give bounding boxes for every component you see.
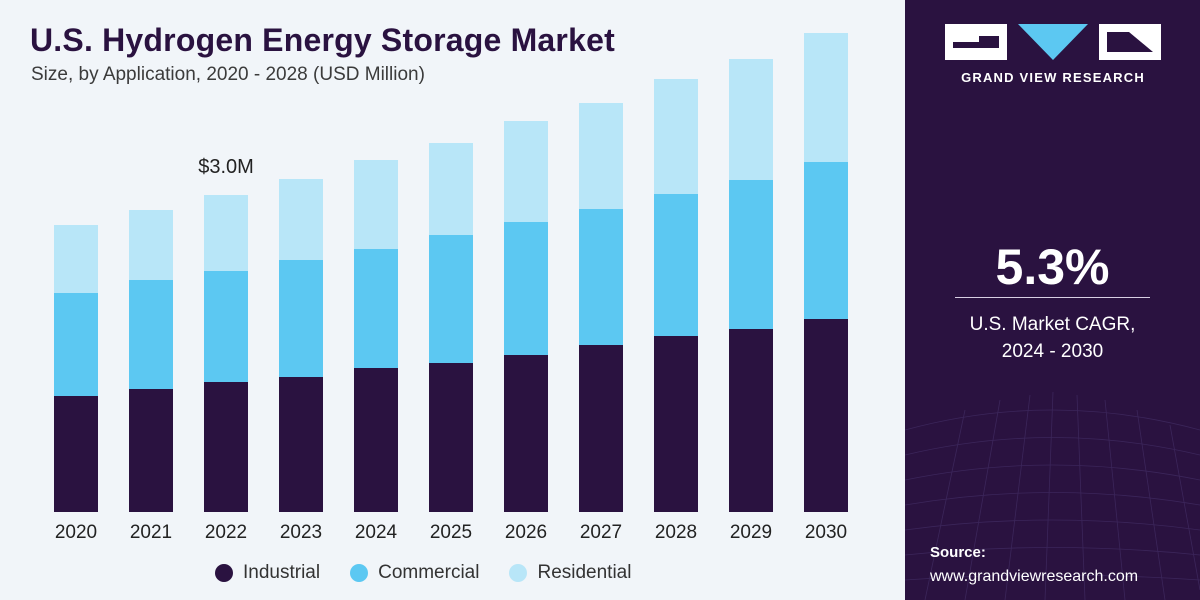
legend-label-residential: Residential [537, 562, 632, 583]
x-tick-label-2028: 2028 [655, 522, 697, 543]
logo-icon [945, 24, 1161, 60]
data-label-2022: $3.0M [198, 156, 254, 178]
bar-segment-industrial-2021 [129, 389, 173, 512]
bar-segment-commercial-2025 [429, 235, 473, 363]
bar-segment-industrial-2020 [54, 396, 98, 512]
bar-segment-residential-2020 [54, 225, 98, 293]
x-tick-label-2029: 2029 [730, 522, 772, 543]
bar-segment-residential-2024 [354, 160, 398, 249]
bar-segment-residential-2029 [729, 59, 773, 180]
bar-segment-commercial-2026 [504, 222, 548, 355]
x-tick-label-2026: 2026 [505, 522, 547, 543]
legend-item-industrial: Industrial [215, 562, 320, 584]
bar-segment-industrial-2022 [204, 382, 248, 512]
source-label: Source: [930, 544, 986, 561]
legend-swatch-commercial [350, 564, 369, 582]
x-tick-label-2024: 2024 [355, 522, 398, 543]
bar-segment-residential-2022 [204, 195, 248, 271]
legend-label-industrial: Industrial [243, 562, 321, 583]
bar-segment-industrial-2028 [654, 336, 698, 512]
legend-swatch-industrial [215, 564, 233, 582]
cagr-label-line2: 2024 - 2030 [1001, 340, 1104, 362]
x-tick-label-2022: 2022 [205, 522, 247, 543]
legend-item-residential: Residential [509, 562, 631, 584]
bar-segment-residential-2021 [129, 210, 173, 280]
bar-segment-commercial-2027 [579, 209, 623, 345]
bar-segment-residential-2030 [804, 33, 848, 162]
x-tick-label-2020: 2020 [55, 522, 97, 543]
x-tick-label-2023: 2023 [280, 522, 322, 543]
bar-segment-commercial-2023 [279, 260, 323, 377]
chart-panel: U.S. Hydrogen Energy Storage Market Size… [30, 22, 848, 584]
cagr-label-line1: U.S. Market CAGR, [969, 314, 1136, 335]
cagr-divider [955, 297, 1150, 298]
cagr-label: U.S. Market CAGR, 2024 - 2030 [905, 312, 1200, 365]
bar-segment-commercial-2028 [654, 194, 698, 336]
summary-sidebar: GRAND VIEW RESEARCH 5.3% U.S. Market CAG… [905, 0, 1200, 600]
bar-segment-industrial-2029 [729, 329, 773, 512]
bar-segment-residential-2028 [654, 79, 698, 194]
chart-title: U.S. Hydrogen Energy Storage Market [30, 22, 615, 58]
chart-subtitle: Size, by Application, 2020 - 2028 (USD M… [31, 64, 425, 85]
bar-segment-industrial-2030 [804, 319, 848, 512]
legend-swatch-residential [509, 564, 528, 582]
brand-logo: GRAND VIEW RESEARCH [945, 24, 1161, 85]
x-tick-label-2030: 2030 [805, 522, 847, 543]
cagr-value: 5.3% [995, 239, 1110, 295]
bar-segment-industrial-2023 [279, 377, 323, 512]
brand-name: GRAND VIEW RESEARCH [961, 70, 1145, 85]
bar-segment-residential-2025 [429, 143, 473, 235]
chart-legend: Industrial Commercial Residential [215, 562, 631, 584]
bar-segment-residential-2026 [504, 121, 548, 222]
bar-segment-commercial-2020 [54, 293, 98, 396]
legend-item-commercial: Commercial [350, 562, 479, 584]
bar-segment-commercial-2021 [129, 280, 173, 389]
stacked-bar-chart: 2020 2021 2022 $3.0M 2023 2024 2025 2026 2027 202… [54, 33, 848, 543]
bar-segment-industrial-2027 [579, 345, 623, 512]
decorative-grid [905, 391, 1200, 600]
bar-segment-residential-2027 [579, 103, 623, 209]
legend-label-commercial: Commercial [378, 562, 480, 583]
bar-segment-commercial-2029 [729, 180, 773, 329]
bar-segment-industrial-2026 [504, 355, 548, 512]
bar-segment-residential-2023 [279, 179, 323, 260]
source-url[interactable]: www.grandviewresearch.com [930, 568, 1139, 585]
bar-segment-industrial-2024 [354, 368, 398, 512]
x-tick-label-2027: 2027 [580, 522, 622, 543]
bar-segment-commercial-2030 [804, 162, 848, 319]
bar-segment-commercial-2024 [354, 249, 398, 368]
bar-segment-commercial-2022 [204, 271, 248, 382]
x-tick-label-2021: 2021 [130, 522, 172, 543]
x-tick-label-2025: 2025 [430, 522, 472, 543]
bar-segment-industrial-2025 [429, 363, 473, 512]
